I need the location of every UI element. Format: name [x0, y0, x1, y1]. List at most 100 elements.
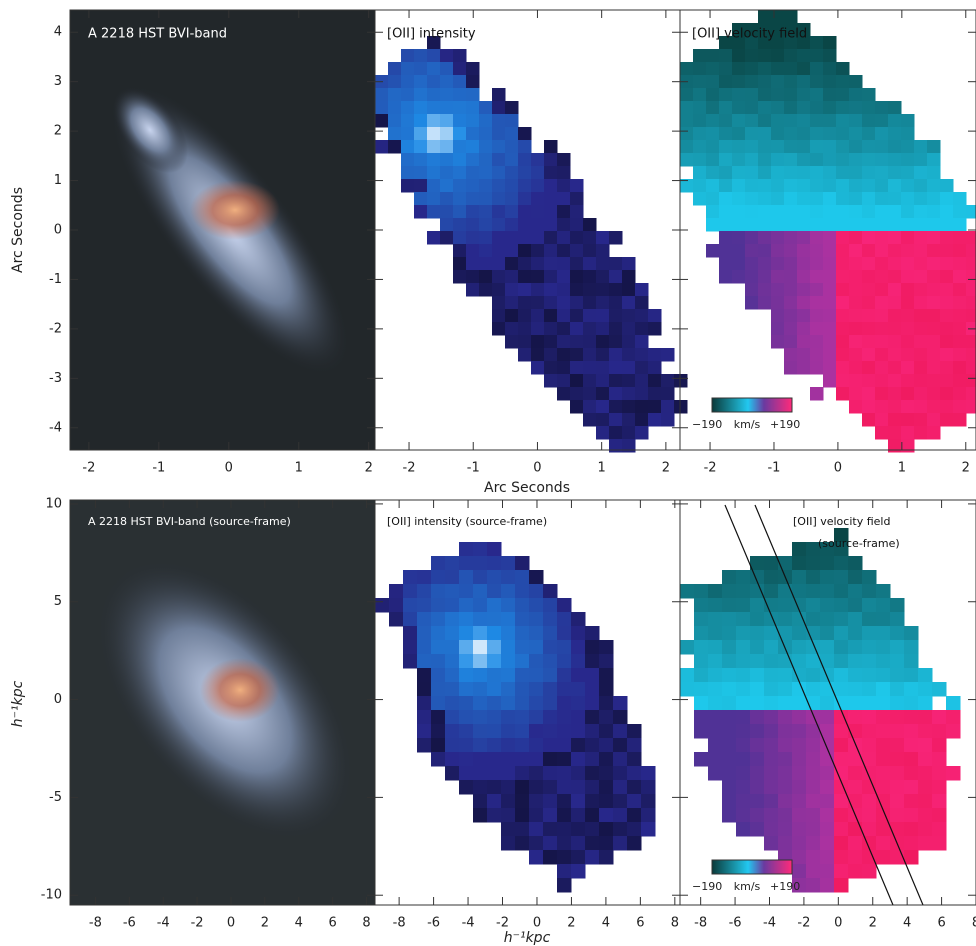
pixel: [901, 192, 915, 206]
pixel: [820, 584, 835, 599]
pixel: [585, 626, 600, 641]
pixel: [501, 598, 516, 613]
pixel: [771, 296, 785, 310]
pixel: [479, 283, 493, 297]
pixel: [732, 140, 746, 154]
pixel: [771, 309, 785, 323]
pixel: [571, 766, 586, 781]
pixel: [771, 179, 785, 193]
pixel: [820, 738, 835, 753]
pixel: [459, 598, 474, 613]
pixel: [622, 335, 636, 349]
pixel: [810, 192, 824, 206]
pixel: [417, 654, 432, 669]
pixel: [862, 140, 876, 154]
pixel: [648, 309, 662, 323]
pixel: [529, 850, 544, 865]
x-tick-label: -2: [797, 916, 810, 931]
pixel: [914, 244, 928, 258]
pixel: [862, 348, 876, 362]
pixel: [927, 374, 941, 388]
pixel: [732, 127, 746, 141]
pixel: [914, 192, 928, 206]
pixel: [487, 696, 502, 711]
pixel: [888, 335, 902, 349]
pixel: [543, 780, 558, 795]
pixel: [876, 696, 891, 711]
pixel: [771, 218, 785, 232]
pixel: [876, 836, 891, 851]
pixel: [927, 270, 941, 284]
pixel: [927, 231, 941, 245]
pixel: [875, 179, 889, 193]
pixel: [613, 724, 628, 739]
pixel: [771, 205, 785, 219]
y-tick-label: -3: [49, 371, 62, 386]
pixel: [518, 335, 532, 349]
pixel: [693, 179, 707, 193]
pixel: [875, 309, 889, 323]
pixel: [515, 584, 530, 599]
pixel: [904, 682, 919, 697]
pixel: [953, 244, 967, 258]
pixel: [888, 270, 902, 284]
pixel: [764, 794, 779, 809]
pixel: [953, 322, 967, 336]
pixel: [487, 682, 502, 697]
pixel: [473, 542, 488, 557]
pixel: [862, 374, 876, 388]
pixel: [531, 361, 545, 375]
pixel: [732, 244, 746, 258]
pixel: [609, 348, 623, 362]
pixel: [515, 724, 530, 739]
y-tick-label: 2: [54, 124, 62, 139]
pixel: [764, 710, 779, 725]
pixel: [932, 766, 947, 781]
pixel: [570, 322, 584, 336]
pixel: [806, 626, 821, 641]
pixel: [719, 127, 733, 141]
pixel: [515, 668, 530, 683]
pixel: [862, 640, 877, 655]
pixel: [810, 335, 824, 349]
pixel: [932, 724, 947, 739]
pixel: [544, 166, 558, 180]
pixel: [583, 322, 597, 336]
pixel: [820, 864, 835, 879]
pixel: [583, 309, 597, 323]
pixel: [820, 542, 835, 557]
pixel: [518, 153, 532, 167]
pixel: [719, 257, 733, 271]
pixel: [932, 780, 947, 795]
y-tick-label: 1: [54, 173, 62, 188]
pixel: [888, 413, 902, 427]
pixel: [613, 710, 628, 725]
pixel: [849, 387, 863, 401]
pixel: [778, 808, 793, 823]
pixel: [784, 283, 798, 297]
pixel: [473, 780, 488, 795]
pixel: [836, 101, 850, 115]
pixel: [459, 640, 474, 655]
pixel: [505, 231, 519, 245]
pixel: [583, 231, 597, 245]
pixel: [745, 114, 759, 128]
pixel: [820, 710, 835, 725]
pixel: [771, 49, 785, 63]
pixel: [862, 822, 877, 837]
pixel: [758, 153, 772, 167]
pixel: [745, 218, 759, 232]
pixel: [401, 127, 415, 141]
pixel: [792, 794, 807, 809]
pixel: [797, 75, 811, 89]
pixel: [792, 766, 807, 781]
pixel: [875, 205, 889, 219]
pixel: [492, 114, 506, 128]
pixel: [750, 626, 765, 641]
pixel: [940, 296, 954, 310]
pixel: [784, 75, 798, 89]
pixel: [459, 668, 474, 683]
pixel: [914, 166, 928, 180]
pixel: [764, 696, 779, 711]
images: [70, 10, 976, 905]
